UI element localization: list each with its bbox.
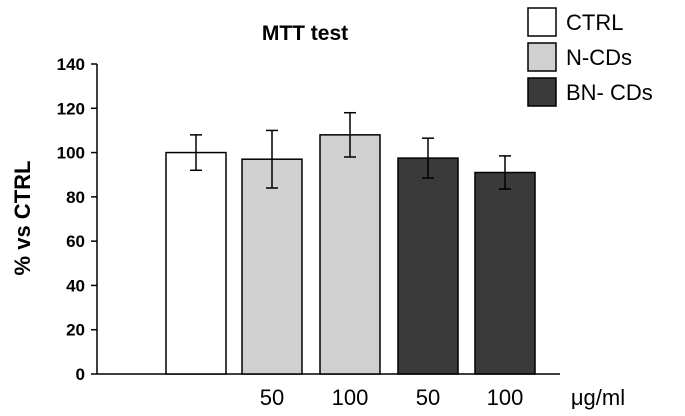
x-tick-labels: 50 100 50 100 xyxy=(260,385,524,410)
unit-label: μg/ml xyxy=(571,385,625,410)
bar xyxy=(165,151,227,375)
x-tick-label: 50 xyxy=(260,385,284,410)
x-tick-label: 100 xyxy=(487,385,524,410)
chart-title: MTT test xyxy=(262,22,348,45)
x-tick-label: 100 xyxy=(332,385,369,410)
y-tick-label: 40 xyxy=(66,276,85,295)
y-tick-label: 0 xyxy=(76,365,85,384)
legend: CTRL N-CDs BN- CDs xyxy=(527,7,653,107)
y-tick-label: 100 xyxy=(57,144,85,163)
y-tick-label: 140 xyxy=(57,55,85,74)
legend-label: BN- CDs xyxy=(566,80,653,105)
legend-swatch xyxy=(527,77,557,107)
y-tick-label: 120 xyxy=(57,99,85,118)
legend-label: CTRL xyxy=(566,10,623,35)
y-tick-label: 60 xyxy=(66,232,85,251)
y-tick-label: 20 xyxy=(66,321,85,340)
legend-label: N-CDs xyxy=(566,45,632,70)
bar xyxy=(397,157,459,375)
bars xyxy=(165,111,536,375)
legend-swatch xyxy=(527,42,557,72)
x-tick-label: 50 xyxy=(416,385,440,410)
y-axis-label: % vs CTRL xyxy=(10,161,35,276)
legend-swatch xyxy=(527,7,557,37)
bar xyxy=(319,134,381,375)
bar xyxy=(474,171,536,375)
y-tick-label: 80 xyxy=(66,188,85,207)
bar xyxy=(241,158,303,375)
